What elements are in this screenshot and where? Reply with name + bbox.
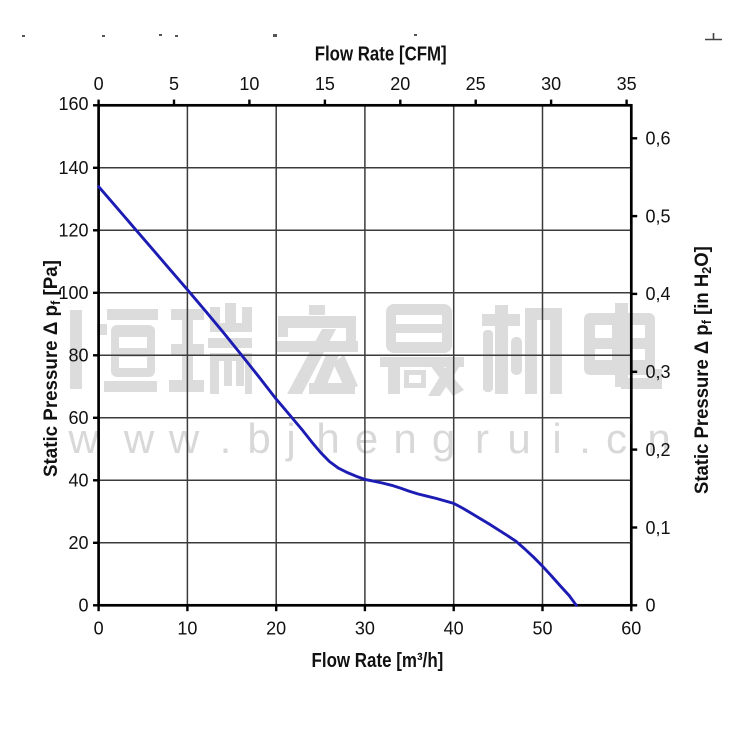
svg-text:10: 10 [177,619,197,639]
svg-text:Static Pressure Δ pf [Pa]: Static Pressure Δ pf [Pa] [41,260,63,477]
svg-text:40: 40 [68,471,88,491]
svg-text:0: 0 [94,619,104,639]
svg-text:30: 30 [355,619,375,639]
svg-text:120: 120 [58,221,88,241]
svg-text:100: 100 [58,283,88,303]
svg-text:0,4: 0,4 [646,284,671,304]
svg-text:Static Pressure Δ pf [in H2O]: Static Pressure Δ pf [in H2O] [691,246,714,494]
svg-text:20: 20 [390,74,410,94]
svg-text:5: 5 [169,74,179,94]
svg-text:10: 10 [239,74,259,94]
svg-text:20: 20 [266,619,286,639]
svg-text:0,5: 0,5 [646,206,671,226]
svg-text:0,1: 0,1 [646,518,671,538]
svg-text:0,2: 0,2 [646,440,671,460]
svg-text:80: 80 [68,346,88,366]
svg-text:140: 140 [58,158,88,178]
svg-text:35: 35 [617,74,637,94]
svg-text:15: 15 [315,74,335,94]
svg-text:0: 0 [646,596,656,616]
svg-text:60: 60 [68,408,88,428]
svg-text:160: 160 [58,94,88,114]
svg-text:40: 40 [444,619,464,639]
svg-text:0,6: 0,6 [646,129,671,149]
svg-text:0,3: 0,3 [646,362,671,382]
svg-text:Flow Rate [m³/h]: Flow Rate [m³/h] [312,648,444,671]
svg-text:25: 25 [466,74,486,94]
svg-text:20: 20 [68,533,88,553]
svg-text:0: 0 [78,596,88,616]
svg-text:50: 50 [532,619,552,639]
svg-text:Flow Rate [CFM]: Flow Rate [CFM] [315,42,447,65]
svg-text:60: 60 [621,619,641,639]
svg-text:30: 30 [541,74,561,94]
svg-text:0: 0 [94,74,104,94]
